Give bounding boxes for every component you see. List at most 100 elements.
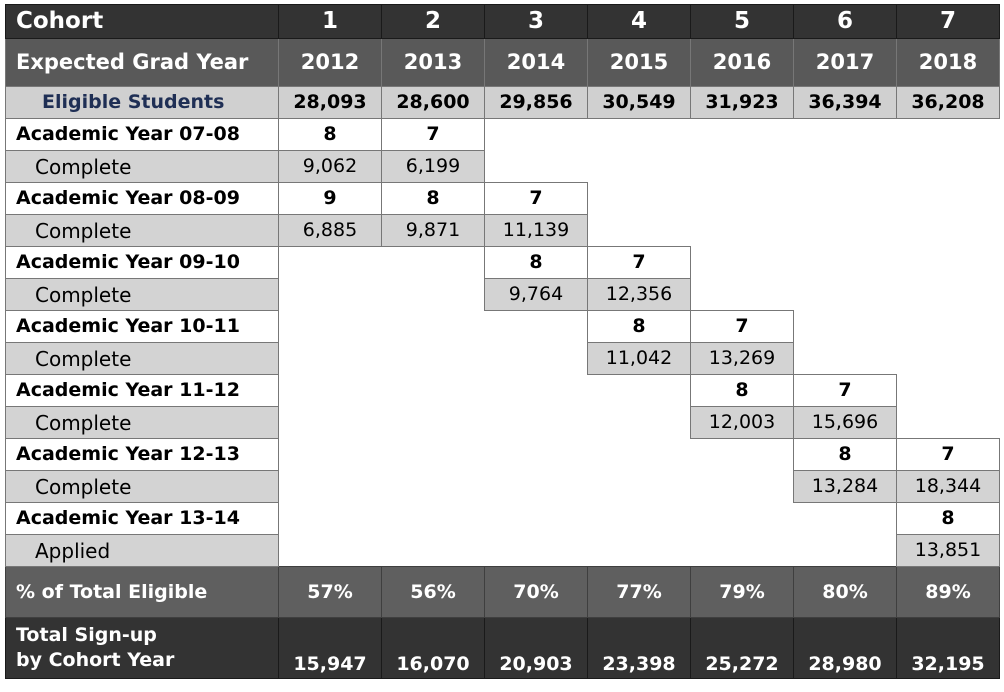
academic-year-status-row: Complete 13,284 18,344 (5, 470, 1000, 503)
count-cell: 9,764 (484, 278, 588, 311)
eligible-students-cell: 28,600 (381, 86, 485, 119)
empty-cell (381, 438, 485, 471)
percent-eligible-cell: 89% (896, 566, 1000, 618)
count-cell: 12,003 (690, 406, 794, 439)
empty-cell (484, 150, 588, 183)
total-signup-cell: 16,070 (381, 617, 485, 679)
total-signup-cell: 28,980 (793, 617, 897, 679)
empty-cell (278, 342, 382, 375)
academic-year-status-label: Complete (5, 150, 279, 183)
cohort-header-row: Cohort 1 2 3 4 5 6 7 (5, 4, 1000, 39)
empty-cell (690, 150, 794, 183)
count-cell: 6,885 (278, 214, 382, 247)
eligible-students-cell: 36,208 (896, 86, 1000, 119)
percent-eligible-row: % of Total Eligible 57% 56% 70% 77% 79% … (5, 566, 1000, 618)
academic-year-label: Academic Year 10-11 (5, 310, 279, 343)
eligible-students-cell: 29,856 (484, 86, 588, 119)
grade-cell: 7 (381, 118, 485, 151)
empty-cell (793, 118, 897, 151)
total-signup-cell: 25,272 (690, 617, 794, 679)
percent-eligible-cell: 77% (587, 566, 691, 618)
empty-cell (690, 278, 794, 311)
academic-year-row: Academic Year 10-11 8 7 (5, 310, 1000, 343)
empty-cell (381, 470, 485, 503)
academic-year-label: Academic Year 07-08 (5, 118, 279, 151)
empty-cell (278, 406, 382, 439)
count-cell: 11,139 (484, 214, 588, 247)
academic-year-status-row: Applied 13,851 (5, 534, 1000, 567)
total-signup-cell: 20,903 (484, 617, 588, 679)
eligible-students-row: Eligible Students 28,093 28,600 29,856 3… (5, 86, 1000, 119)
empty-cell (587, 534, 691, 567)
grad-year-cell: 2018 (896, 38, 1000, 87)
empty-cell (381, 502, 485, 535)
percent-eligible-cell: 79% (690, 566, 794, 618)
grade-cell: 8 (896, 502, 1000, 535)
academic-year-status-label: Complete (5, 214, 279, 247)
empty-cell (690, 438, 794, 471)
eligible-students-cell: 30,549 (587, 86, 691, 119)
empty-cell (278, 246, 382, 279)
empty-cell (484, 406, 588, 439)
empty-cell (793, 502, 897, 535)
academic-year-row: Academic Year 08-09 9 8 7 (5, 182, 1000, 215)
academic-year-label: Academic Year 12-13 (5, 438, 279, 471)
cohort-number: 5 (690, 4, 794, 39)
empty-cell (793, 246, 897, 279)
total-signup-label-line1: Total Sign-up (16, 624, 157, 647)
grade-cell: 7 (484, 182, 588, 215)
empty-cell (484, 438, 588, 471)
academic-year-status-label: Complete (5, 470, 279, 503)
academic-year-status-label: Complete (5, 278, 279, 311)
academic-year-row: Academic Year 07-08 8 7 (5, 118, 1000, 151)
empty-cell (896, 182, 1000, 215)
empty-cell (278, 534, 382, 567)
empty-cell (793, 182, 897, 215)
cohort-number: 7 (896, 4, 1000, 39)
empty-cell (690, 534, 794, 567)
grade-cell: 9 (278, 182, 382, 215)
academic-year-label: Academic Year 13-14 (5, 502, 279, 535)
empty-cell (896, 246, 1000, 279)
count-cell: 9,871 (381, 214, 485, 247)
grad-year-cell: 2013 (381, 38, 485, 87)
cohort-label: Cohort (5, 4, 279, 39)
empty-cell (587, 118, 691, 151)
cohort-signup-table: Cohort 1 2 3 4 5 6 7 Expected Grad Year … (5, 4, 1000, 679)
percent-eligible-label: % of Total Eligible (5, 566, 279, 618)
total-signup-cell: 23,398 (587, 617, 691, 679)
empty-cell (381, 374, 485, 407)
academic-year-status-label: Complete (5, 406, 279, 439)
percent-eligible-cell: 57% (278, 566, 382, 618)
academic-year-label: Academic Year 08-09 (5, 182, 279, 215)
eligible-students-cell: 31,923 (690, 86, 794, 119)
grad-year-label: Expected Grad Year (5, 38, 279, 87)
empty-cell (896, 374, 1000, 407)
grad-year-cell: 2012 (278, 38, 382, 87)
grade-cell: 8 (793, 438, 897, 471)
total-signup-label-line2: by Cohort Year (16, 649, 175, 671)
count-cell: 9,062 (278, 150, 382, 183)
academic-year-status-label: Complete (5, 342, 279, 375)
grade-cell: 7 (690, 310, 794, 343)
count-cell: 13,284 (793, 470, 897, 503)
empty-cell (793, 278, 897, 311)
empty-cell (793, 342, 897, 375)
empty-cell (484, 374, 588, 407)
empty-cell (484, 534, 588, 567)
cohort-number: 4 (587, 4, 691, 39)
empty-cell (896, 118, 1000, 151)
percent-eligible-cell: 56% (381, 566, 485, 618)
empty-cell (587, 438, 691, 471)
empty-cell (381, 406, 485, 439)
empty-cell (587, 374, 691, 407)
cohort-number: 2 (381, 4, 485, 39)
grade-cell: 8 (484, 246, 588, 279)
empty-cell (690, 470, 794, 503)
empty-cell (690, 502, 794, 535)
empty-cell (381, 246, 485, 279)
grade-cell: 7 (896, 438, 1000, 471)
eligible-students-label: Eligible Students (5, 86, 279, 119)
academic-year-status-row: Complete 11,042 13,269 (5, 342, 1000, 375)
grade-cell: 8 (690, 374, 794, 407)
